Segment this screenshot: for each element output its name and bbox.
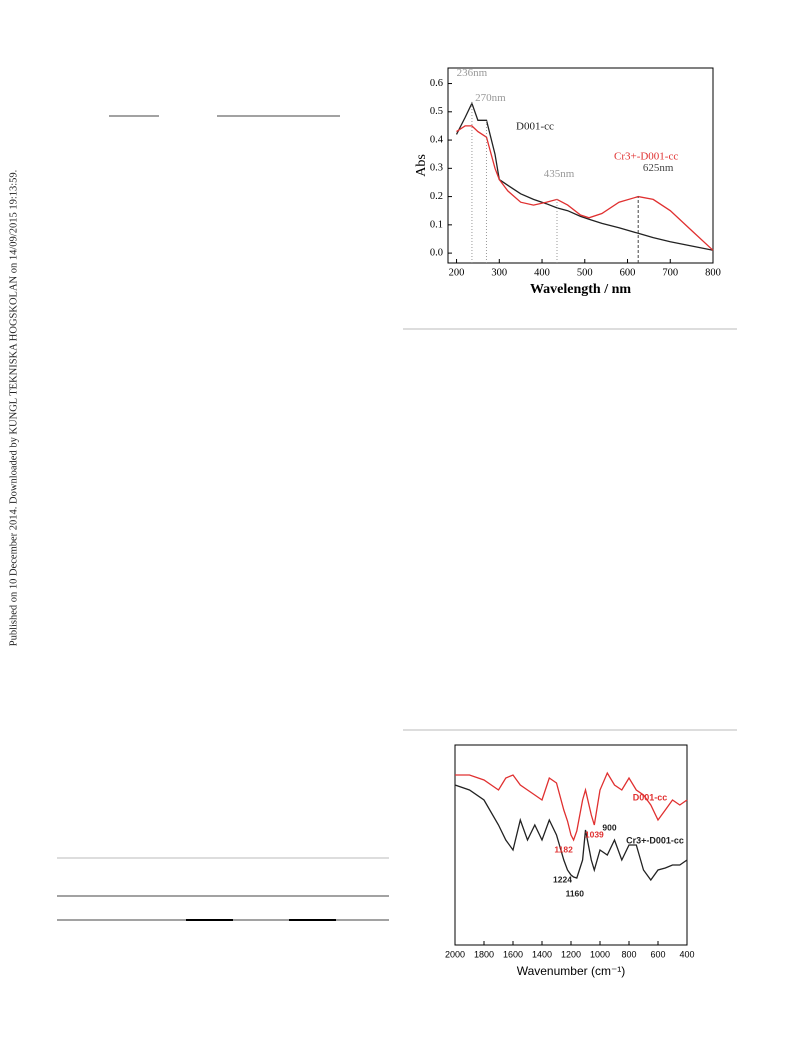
annotation: 900 — [602, 822, 616, 832]
y-tick-label: 0.5 — [430, 106, 443, 117]
x-tick-label: 1200 — [561, 949, 581, 959]
annotation: 1182 — [554, 844, 573, 854]
x-tick-label: 700 — [662, 267, 678, 278]
series-line — [454, 784, 688, 882]
series-line — [455, 101, 714, 251]
x-axis-label: Wavenumber (cm⁻¹) — [517, 964, 626, 978]
annotation: 1039 — [585, 829, 604, 839]
x-tick-label: 400 — [534, 267, 550, 278]
y-tick-label: 0.3 — [430, 163, 443, 174]
x-tick-label: 800 — [621, 949, 636, 959]
x-tick-label: 500 — [577, 267, 593, 278]
plot-frame — [447, 67, 714, 264]
y-tick-label: 0.2 — [430, 191, 443, 202]
x-tick-label: 800 — [705, 267, 721, 278]
x-tick-label: 200 — [449, 267, 465, 278]
x-tick-label: 1800 — [474, 949, 494, 959]
x-tick-label: 2000 — [445, 949, 465, 959]
x-axis-label: Wavelength / nm — [530, 282, 631, 297]
series-label: D001-cc — [633, 792, 668, 802]
annotation: 236nm — [457, 67, 488, 79]
y-tick-label: 0.1 — [430, 219, 443, 230]
x-tick-label: 1600 — [503, 949, 523, 959]
annotation: 1224 — [553, 874, 572, 884]
series-line — [455, 771, 688, 842]
x-tick-label: 1400 — [532, 949, 552, 959]
x-tick-label: 1000 — [590, 949, 610, 959]
annotation: 435nm — [544, 168, 575, 180]
series-label: D001-cc — [516, 121, 554, 133]
x-tick-label: 300 — [491, 267, 507, 278]
annotation: 1160 — [566, 888, 585, 898]
y-tick-label: 0.6 — [430, 78, 443, 89]
series-line — [456, 125, 714, 251]
x-tick-label: 600 — [650, 949, 665, 959]
x-tick-label: 400 — [679, 949, 694, 959]
series-label: Cr3+-D001-cc — [626, 835, 684, 845]
watermark: Published on 10 December 2014. Downloade… — [8, 170, 19, 647]
x-tick-label: 600 — [620, 267, 636, 278]
y-axis-label: Abs — [414, 154, 429, 177]
y-tick-label: 0.0 — [430, 248, 443, 259]
series-label: Cr3+-D001-cc — [614, 151, 678, 163]
y-tick-label: 0.4 — [430, 134, 444, 145]
annotation: 625nm — [643, 162, 674, 174]
annotation: 270nm — [475, 92, 506, 104]
